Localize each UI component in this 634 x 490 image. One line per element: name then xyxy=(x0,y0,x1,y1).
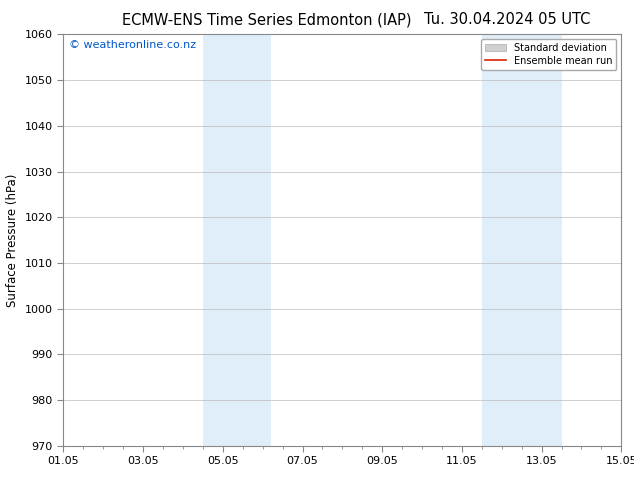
Y-axis label: Surface Pressure (hPa): Surface Pressure (hPa) xyxy=(6,173,19,307)
Text: Tu. 30.04.2024 05 UTC: Tu. 30.04.2024 05 UTC xyxy=(424,12,590,27)
Legend: Standard deviation, Ensemble mean run: Standard deviation, Ensemble mean run xyxy=(481,39,616,70)
Bar xyxy=(203,34,271,446)
Bar xyxy=(482,34,562,446)
Text: © weatheronline.co.nz: © weatheronline.co.nz xyxy=(69,41,196,50)
Text: ECMW-ENS Time Series Edmonton (IAP): ECMW-ENS Time Series Edmonton (IAP) xyxy=(122,12,411,27)
